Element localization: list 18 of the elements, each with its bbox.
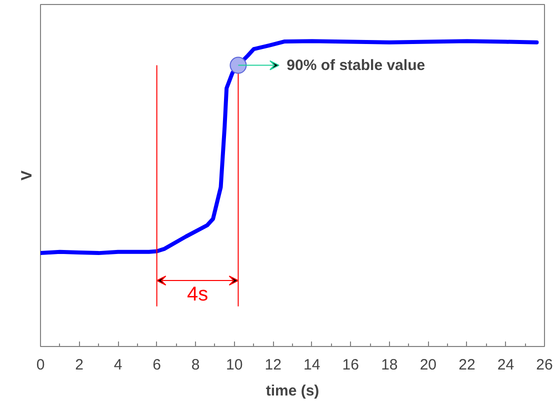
x-axis-title: time (s) bbox=[266, 382, 320, 400]
x-tick-label: 24 bbox=[497, 356, 514, 374]
x-tick-label: 18 bbox=[381, 356, 398, 374]
x-tick-label: 10 bbox=[226, 356, 243, 374]
x-tick-label: 8 bbox=[191, 356, 200, 374]
annotation: 4s bbox=[186, 284, 208, 306]
x-tick-label: 4 bbox=[114, 356, 122, 374]
x-tick-label: 14 bbox=[304, 356, 320, 374]
x-tick-label: 20 bbox=[420, 356, 437, 374]
x-tick-label: 0 bbox=[36, 356, 45, 374]
x-tick-label: 16 bbox=[342, 356, 359, 374]
annotation: 90% of stable value bbox=[286, 56, 426, 74]
x-tick-label: 2 bbox=[75, 356, 84, 374]
x-tick-label: 12 bbox=[264, 356, 282, 374]
x-tick-label: 22 bbox=[458, 356, 476, 374]
x-tick-label: 26 bbox=[536, 356, 553, 374]
y-axis-title: V bbox=[18, 170, 36, 180]
x-tick-label: 6 bbox=[152, 356, 161, 374]
